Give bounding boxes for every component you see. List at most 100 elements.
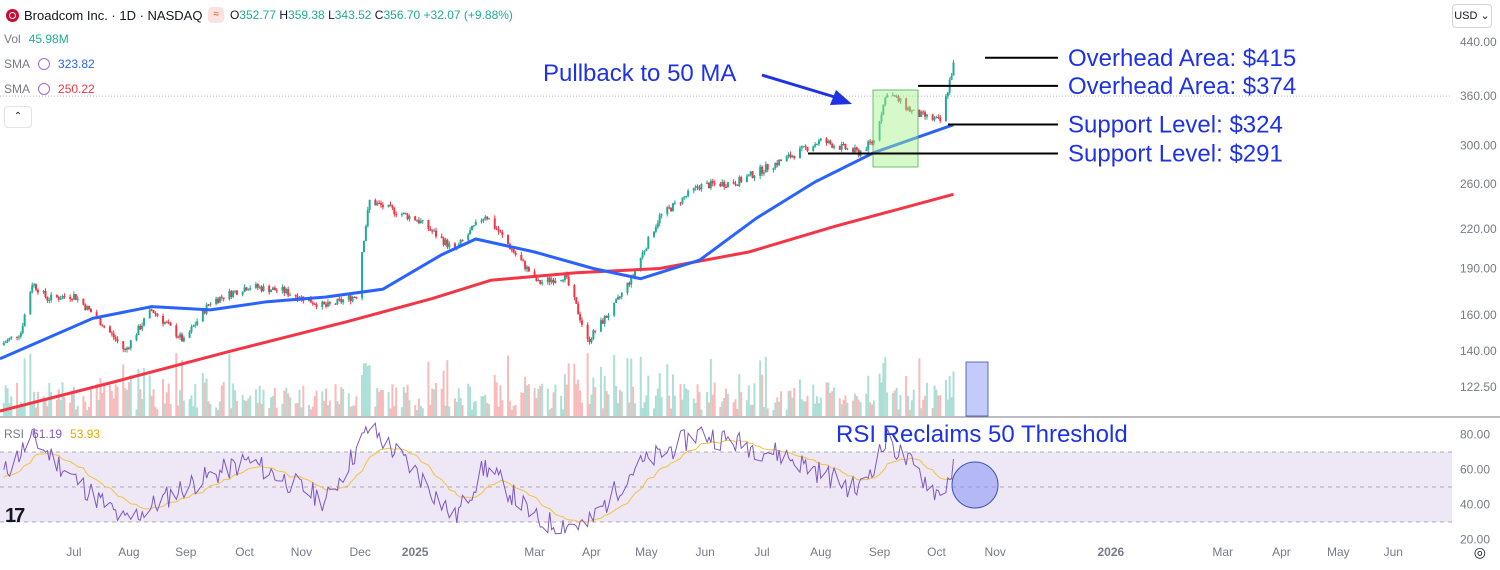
candle-body (393, 207, 396, 215)
volume-bar (764, 356, 767, 416)
volume-bar (681, 399, 684, 416)
volume-bar (869, 402, 872, 416)
candle-body (899, 98, 902, 102)
candle-body (76, 298, 79, 300)
volume-bar (605, 390, 608, 416)
candle-body (260, 286, 263, 292)
volume-bar (404, 392, 407, 416)
currency-selector[interactable]: USD ⌄ (1452, 4, 1492, 28)
volume-bar (563, 374, 566, 416)
candle-body (177, 336, 180, 338)
volume-bar (459, 398, 462, 416)
volume-bar (812, 384, 815, 416)
volume-bar (194, 384, 197, 416)
candle-body (952, 62, 955, 76)
candle-body (510, 248, 513, 250)
volume-bar (707, 402, 710, 416)
candle-body (325, 304, 328, 307)
volume-bar (721, 401, 724, 416)
candle-body (800, 146, 803, 149)
volume-bar (467, 383, 470, 416)
candle-body (416, 220, 419, 222)
candle-body (389, 204, 392, 206)
candle-body (656, 223, 659, 228)
volume-bar (167, 383, 170, 416)
candle-body (19, 332, 22, 337)
volume-bar (831, 391, 834, 416)
rsi-legend[interactable]: RSI 61.19 53.93 (4, 427, 101, 441)
candle-body (88, 305, 91, 310)
symbol-title[interactable]: Broadcom Inc. · 1D · NASDAQ (24, 7, 203, 23)
candle-body (315, 304, 318, 307)
volume-bar (607, 394, 610, 416)
volume-bar (156, 409, 159, 416)
volume-legend[interactable]: Vol 45.98M (4, 32, 69, 46)
volume-bar (514, 404, 517, 416)
volume-bar (63, 396, 66, 416)
volume-bar (315, 390, 318, 416)
volume-bar (924, 395, 927, 416)
volume-bar (355, 396, 358, 416)
candle-body (285, 289, 288, 294)
collapse-legend-button[interactable]: ⌃ (4, 106, 32, 128)
sma200-legend[interactable]: SMA 250.22 (4, 82, 95, 96)
candle-body (905, 98, 908, 110)
volume-bar (431, 388, 434, 416)
volume-bar (110, 391, 113, 416)
candle-body (628, 282, 631, 285)
volume-bar (44, 397, 47, 416)
candle-body (493, 218, 496, 229)
volume-bar (433, 389, 436, 416)
symbol-header[interactable]: Broadcom Inc. · 1D · NASDAQ ≈ O352.77 H3… (6, 6, 513, 24)
volume-bar (258, 385, 261, 416)
candle-body (216, 298, 219, 303)
candle-body (342, 299, 345, 303)
volume-bar (641, 408, 644, 416)
volume-bar (838, 398, 841, 416)
candle-body (21, 326, 24, 333)
volume-bar (342, 388, 345, 416)
volume-highlight-box (965, 361, 989, 417)
candle-body (82, 298, 85, 305)
volume-bar (334, 384, 337, 416)
volume-bar (300, 407, 303, 416)
volume-bar (283, 390, 286, 416)
sma50-legend[interactable]: SMA 323.82 (4, 57, 95, 71)
volume-bar (179, 390, 182, 416)
sma-settings-icon[interactable] (38, 58, 51, 70)
volume-bar (922, 399, 925, 416)
volume-bar (497, 406, 500, 416)
candle-body (165, 322, 168, 324)
volume-bar (230, 408, 233, 416)
volume-bar (859, 402, 862, 416)
candle-body (328, 302, 331, 304)
volume-bar (761, 374, 764, 416)
candle-body (931, 114, 934, 120)
volume-bar (719, 406, 722, 416)
sma200-line (0, 192, 954, 413)
candle-body (745, 176, 748, 183)
sma-settings-icon[interactable] (38, 83, 51, 95)
candle-body (654, 227, 657, 232)
time-axis-label: Oct (927, 545, 946, 559)
volume-bar (802, 401, 805, 416)
time-axis-label: May (635, 545, 658, 559)
candle-body (347, 295, 350, 300)
candle-body (408, 216, 411, 220)
candle-body (124, 349, 127, 351)
volume-bar (944, 379, 947, 416)
candle-body (395, 214, 398, 216)
market-status-badge[interactable]: ≈ (208, 7, 224, 23)
candle-body (444, 239, 447, 245)
price-axis-label: 190.00 (1460, 262, 1497, 276)
volume-bar (594, 387, 597, 416)
volume-bar (580, 402, 583, 416)
volume-bar (660, 396, 663, 416)
grid-layer (0, 95, 1500, 418)
volume-bar (620, 391, 623, 416)
volume-bar (402, 387, 405, 416)
volume-bar (36, 391, 39, 416)
volume-bar (188, 399, 191, 416)
chart-settings-icon[interactable]: ◎ (1473, 544, 1486, 560)
